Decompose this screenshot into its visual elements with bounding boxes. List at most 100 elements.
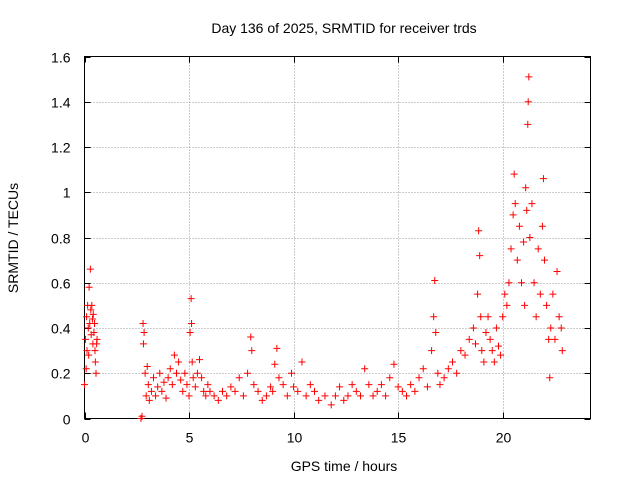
- data-point: [89, 310, 97, 318]
- data-point: [474, 290, 482, 298]
- data-point: [85, 351, 93, 359]
- data-point: [545, 335, 553, 343]
- data-point: [183, 381, 191, 389]
- data-point: [204, 381, 212, 389]
- data-point: [505, 279, 513, 287]
- data-point: [431, 276, 439, 284]
- data-point: [499, 313, 507, 321]
- data-point: [321, 392, 329, 400]
- y-tick-label: 0: [63, 412, 71, 428]
- data-point: [191, 383, 199, 391]
- data-point: [86, 265, 94, 273]
- data-point: [219, 387, 226, 395]
- grid: [84, 56, 591, 419]
- data-point: [200, 387, 208, 395]
- data-point: [340, 396, 348, 404]
- data-point: [509, 211, 517, 219]
- x-tick-label: 0: [82, 430, 90, 446]
- data-point: [158, 387, 166, 395]
- y-tick-label: 0.2: [51, 366, 71, 382]
- data-point: [83, 347, 91, 355]
- data-point: [283, 392, 291, 400]
- data-point: [541, 256, 548, 264]
- data-point: [267, 383, 275, 391]
- data-point: [518, 279, 525, 287]
- data-point: [523, 206, 531, 214]
- y-tick-label: 0.4: [51, 321, 71, 337]
- x-axis-label: GPS time / hours: [291, 458, 398, 474]
- data-point: [551, 335, 559, 343]
- data-point: [223, 392, 231, 400]
- data-point: [515, 222, 523, 230]
- data-point: [524, 120, 532, 128]
- data-point: [83, 313, 91, 321]
- data-point: [411, 387, 419, 395]
- data-point: [186, 329, 194, 337]
- data-point: [477, 313, 485, 321]
- data-point: [484, 313, 492, 321]
- data-point: [91, 319, 99, 327]
- data-point: [147, 387, 155, 395]
- data-point: [522, 184, 530, 192]
- data-point: [87, 306, 95, 314]
- data-point: [465, 335, 473, 343]
- data-point: [536, 290, 544, 298]
- data-point: [327, 401, 335, 409]
- data-point: [177, 376, 185, 384]
- data-point: [181, 369, 189, 377]
- data-point: [510, 170, 518, 178]
- data-point: [90, 329, 98, 337]
- data-point: [520, 238, 528, 246]
- x-tick-label: 10: [287, 430, 303, 446]
- data-point: [390, 360, 398, 368]
- data-point: [348, 381, 356, 389]
- data-point: [547, 324, 555, 332]
- data-point: [495, 342, 502, 350]
- data-point: [254, 387, 262, 395]
- data-point: [482, 329, 490, 337]
- data-point: [419, 365, 427, 373]
- data-point: [138, 412, 146, 420]
- data-point: [179, 387, 187, 395]
- data-point: [507, 245, 515, 253]
- data-point: [206, 387, 214, 395]
- data-point: [250, 381, 258, 389]
- data-point: [202, 392, 210, 400]
- data-point: [539, 175, 547, 183]
- data-point: [344, 392, 352, 400]
- data-point: [382, 392, 390, 400]
- data-point: [298, 358, 306, 366]
- data-point: [294, 387, 302, 395]
- data-point: [553, 267, 561, 275]
- data-point: [352, 387, 360, 395]
- data-point: [271, 360, 279, 368]
- data-point: [475, 227, 483, 235]
- data-point: [461, 351, 469, 359]
- data-point: [472, 340, 479, 348]
- data-point: [302, 392, 310, 400]
- data-point: [188, 358, 196, 366]
- data-point: [85, 283, 93, 291]
- data-point: [210, 392, 218, 400]
- data-point: [430, 313, 438, 321]
- data-point: [166, 365, 174, 373]
- y-tick-label: 0.6: [51, 276, 71, 292]
- data-point: [189, 374, 197, 382]
- data-point: [187, 295, 195, 303]
- data-point: [82, 335, 90, 343]
- data-point: [503, 301, 511, 309]
- data-point: [185, 392, 193, 400]
- y-tick-label: 1: [63, 185, 71, 201]
- data-point: [258, 396, 266, 404]
- data-series: [81, 73, 566, 422]
- data-point: [415, 374, 423, 382]
- data-point: [555, 313, 563, 321]
- data-point: [144, 381, 152, 389]
- data-point: [91, 347, 99, 355]
- data-point: [444, 365, 452, 373]
- data-point: [145, 396, 153, 404]
- data-point: [521, 301, 529, 309]
- data-point: [538, 222, 546, 230]
- data-point: [534, 245, 542, 253]
